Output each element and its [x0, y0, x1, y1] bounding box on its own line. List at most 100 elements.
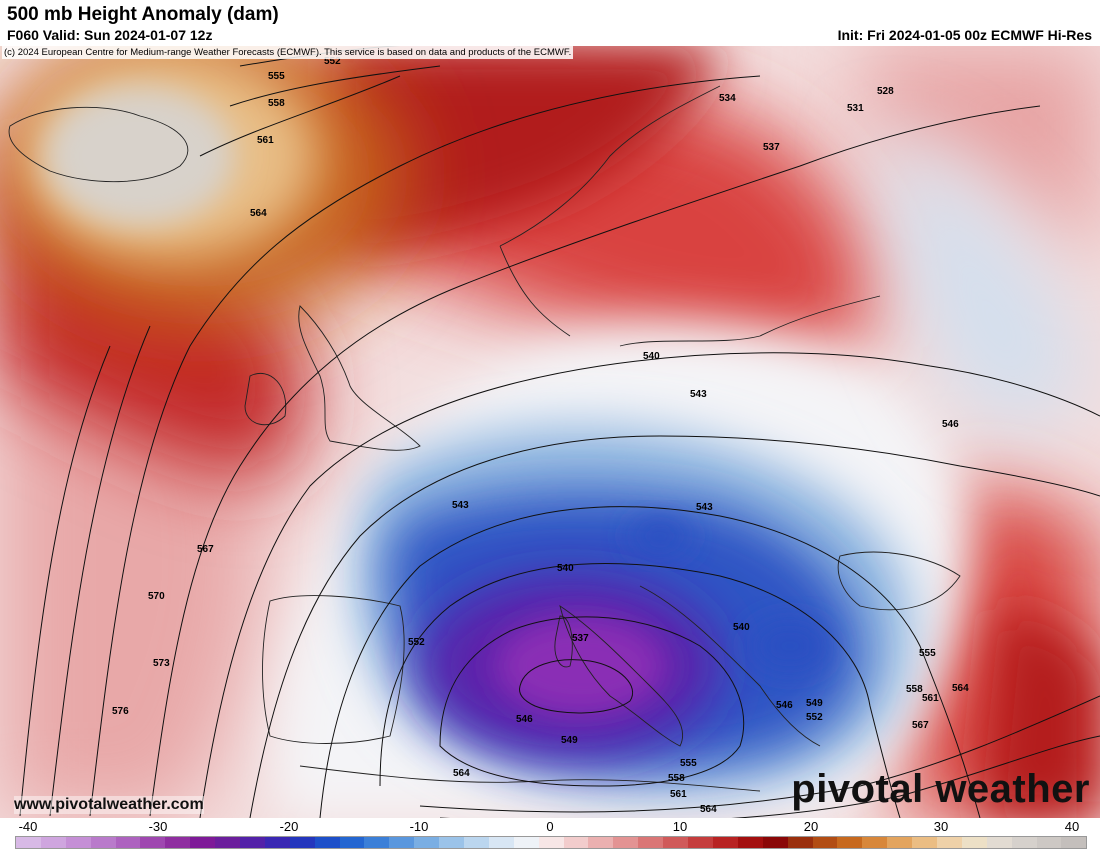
colorbar-swatch	[588, 837, 614, 848]
colorbar-swatch	[961, 837, 987, 848]
colorbar-tick: 0	[546, 819, 554, 834]
contour-label: 537	[763, 142, 780, 153]
valid-time: F060 Valid: Sun 2024-01-07 12z	[7, 27, 213, 43]
contour-label: 528	[877, 86, 894, 97]
map-canvas: 552 555 558 561 564 534 537 531 528 540 …	[0, 46, 1100, 818]
balkan-coast	[639, 585, 821, 747]
contour-label: 549	[561, 735, 578, 746]
ireland-outline	[244, 372, 287, 426]
contour-label: 552	[806, 712, 823, 723]
contour-label: 558	[906, 684, 923, 695]
colorbar-swatch	[862, 837, 888, 848]
norway-coast	[499, 85, 721, 337]
colorbar-swatch	[264, 837, 290, 848]
colorbar-swatch	[812, 837, 838, 848]
colorbar-swatch	[887, 837, 913, 848]
colorbar-swatch	[165, 837, 191, 848]
colorbar-swatch	[314, 837, 340, 848]
iceland-outline	[8, 106, 189, 183]
contour-label: 555	[268, 71, 285, 82]
height-contours	[19, 46, 1100, 818]
contour-label: 558	[668, 773, 685, 784]
contour-label: 555	[919, 648, 936, 659]
contour-label: 555	[680, 758, 697, 769]
anomaly-map: 552 555 558 561 564 534 537 531 528 540 …	[0, 46, 1100, 818]
colorbar-swatch	[513, 837, 539, 848]
colorbar-swatch	[364, 837, 390, 848]
contour-label: 552	[408, 637, 425, 648]
colorbar-swatch	[1011, 837, 1037, 848]
baltic-coast	[619, 295, 881, 347]
colorbar-swatch	[837, 837, 863, 848]
colorbar-swatch	[613, 837, 639, 848]
colorbar-tick: -20	[279, 819, 299, 834]
contour-label: 564	[700, 804, 717, 815]
coastlines	[8, 85, 961, 792]
colorbar-swatch	[688, 837, 713, 848]
contour-label: 561	[922, 693, 939, 704]
contour-label: 540	[733, 622, 750, 633]
colorbar-swatch	[140, 837, 166, 848]
init-time: Init: Fri 2024-01-05 00z ECMWF Hi-Res	[837, 27, 1092, 43]
colorbar-swatch	[1061, 837, 1087, 848]
contour-label: 564	[952, 683, 969, 694]
contour-label: 546	[942, 419, 959, 430]
italy-outline	[559, 604, 684, 747]
colorbar-swatch	[488, 837, 514, 848]
contour-label: 531	[847, 103, 864, 114]
colorbar-swatch	[464, 837, 489, 848]
sardinia-outline	[554, 615, 573, 668]
colorbar-tick: 30	[933, 819, 949, 834]
colorbar-swatch	[737, 837, 763, 848]
colorbar-tick: 40	[1064, 819, 1080, 834]
contour-label: 567	[912, 720, 929, 731]
colorbar-swatch	[289, 837, 315, 848]
colorbar-swatch	[638, 837, 664, 848]
colorbar-swatch	[40, 837, 66, 848]
contour-label: 546	[776, 700, 793, 711]
colorbar-swatch	[215, 837, 241, 848]
colorbar-swatch	[912, 837, 937, 848]
colorbar-tick: 10	[672, 819, 688, 834]
colorbar-swatch	[389, 837, 415, 848]
contour-label: 549	[806, 698, 823, 709]
colorbar-swatch	[240, 837, 265, 848]
brand-logo: pivotal weather	[791, 767, 1090, 811]
colorbar-swatch	[16, 837, 41, 848]
contour-label: 534	[719, 93, 736, 104]
black-sea-outline	[837, 551, 961, 611]
contour-labels: 552 555 558 561 564 534 537 531 528 540 …	[112, 56, 969, 815]
colorbar-swatch	[538, 837, 564, 848]
colorbar-swatch	[1036, 837, 1062, 848]
website-link[interactable]: www.pivotalweather.com	[14, 796, 204, 814]
map-title: 500 mb Height Anomaly (dam)	[7, 4, 279, 25]
contour-label: 561	[257, 135, 274, 146]
contour-label: 540	[643, 351, 660, 362]
contour-label: 543	[696, 502, 713, 513]
colorbar-swatch	[762, 837, 788, 848]
contour-label: 570	[148, 591, 165, 602]
colorbar-swatch	[787, 837, 813, 848]
colorbar-swatch	[115, 837, 141, 848]
colorbar-swatch	[439, 837, 465, 848]
contour-label: 573	[153, 658, 170, 669]
colorbar-swatch	[339, 837, 365, 848]
contour-label: 564	[250, 208, 267, 219]
colorbar: -40 -30 -20 -10 0 10 20 30 40	[0, 818, 1100, 850]
contour-label: 543	[690, 389, 707, 400]
contour-label: 558	[268, 98, 285, 109]
colorbar-tick: -40	[18, 819, 38, 834]
colorbar-swatch	[663, 837, 689, 848]
colorbar-swatch	[90, 837, 116, 848]
copyright-notice: (c) 2024 European Centre for Medium-rang…	[2, 46, 574, 59]
colorbar-swatch	[414, 837, 440, 848]
north-africa-coast	[299, 765, 761, 792]
contour-label: 543	[452, 500, 469, 511]
contour-label: 537	[572, 633, 589, 644]
colorbar-swatch	[936, 837, 962, 848]
header: 500 mb Height Anomaly (dam) F060 Valid: …	[0, 0, 1100, 46]
colorbar-swatch	[712, 837, 738, 848]
iberia-outline	[262, 595, 405, 744]
colorbar-swatch	[563, 837, 589, 848]
colorbar-swatch	[986, 837, 1012, 848]
